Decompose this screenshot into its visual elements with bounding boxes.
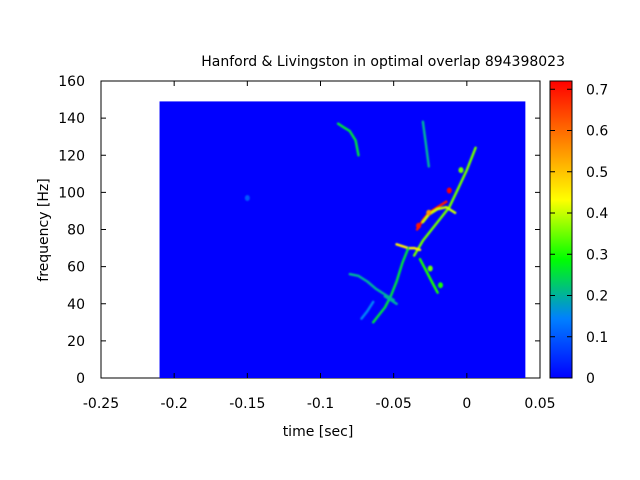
signal-spot (416, 222, 422, 229)
signal-spot (458, 167, 464, 174)
colorbar-axis: 0 0.1 0.2 0.3 0.4 0.5 0.6 0.7 (550, 82, 608, 387)
y-tick-label: 160 (58, 74, 85, 90)
signal-spot (446, 187, 452, 194)
x-tick-label: -0.1 (307, 396, 334, 412)
signal-track (371, 246, 410, 324)
x-axis: -0.25 -0.2 -0.15 -0.1 -0.05 0 0.05 (83, 81, 556, 412)
spectrogram-background (159, 101, 526, 378)
plot-area (159, 101, 526, 378)
signal-spot (437, 282, 443, 289)
x-axis-title: time [sec] (283, 424, 354, 440)
signal-track (348, 272, 395, 302)
x-tick-label: 0.05 (524, 396, 555, 412)
colorbar-tick-label: 0.1 (586, 330, 608, 346)
chart-title: Hanford & Livingston in optimal overlap … (201, 54, 565, 70)
signal-track (336, 122, 360, 157)
signal-track (421, 120, 431, 168)
colorbar (549, 80, 573, 379)
x-tick-label: -0.2 (161, 396, 188, 412)
colorbar-tick-label: 0.4 (586, 206, 608, 222)
x-tick-label: -0.05 (376, 396, 412, 412)
signal-track (421, 205, 457, 224)
signal-spot (427, 265, 433, 272)
y-axis-title: frequency [Hz] (36, 178, 52, 281)
colorbar-tick-label: 0.5 (586, 165, 608, 181)
colorbar-tick-label: 0.6 (586, 124, 608, 140)
y-tick-label: 100 (58, 185, 85, 201)
signal-track (360, 300, 375, 320)
y-axis: 0 20 40 60 80 100 120 140 160 (58, 74, 540, 387)
colorbar-tick-label: 0 (586, 371, 595, 387)
colorbar-tick-label: 0.3 (586, 247, 608, 263)
y-tick-label: 140 (58, 111, 85, 127)
y-tick-label: 80 (67, 223, 85, 239)
colorbar-tick-label: 0.7 (586, 82, 608, 98)
colorbar-tick-label: 0.2 (586, 289, 608, 305)
signal-spot (244, 194, 250, 201)
signal-spot (426, 209, 432, 216)
y-tick-label: 120 (58, 148, 85, 164)
signal-track (412, 146, 477, 257)
y-tick-label: 60 (67, 260, 85, 276)
y-tick-label: 20 (67, 334, 85, 350)
x-tick-label: -0.25 (83, 396, 119, 412)
y-tick-label: 0 (76, 371, 85, 387)
x-tick-label: 0 (462, 396, 471, 412)
signal-track (418, 257, 439, 294)
signal-track (383, 295, 398, 306)
y-tick-label: 40 (67, 297, 85, 313)
x-tick-label: -0.15 (229, 396, 265, 412)
